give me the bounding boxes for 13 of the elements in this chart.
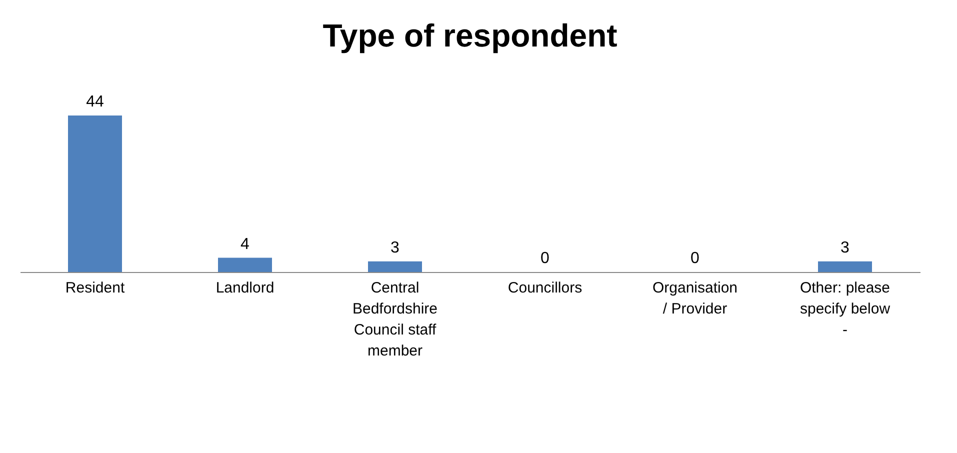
data-label: 3 — [390, 239, 400, 256]
data-label: 0 — [690, 250, 700, 267]
data-label: 0 — [540, 250, 550, 267]
data-label: 3 — [840, 239, 850, 256]
data-label: 4 — [240, 236, 250, 253]
x-tick-label: Councillors — [508, 280, 582, 296]
x-tick-label: Resident — [65, 280, 126, 296]
x-tick-label: Central Bedfordshire Council staff member — [352, 280, 438, 360]
data-label: 44 — [86, 94, 104, 111]
x-tick-label: Other: please specify below - — [800, 280, 890, 338]
x-tick-label: Organisation / Provider — [652, 280, 738, 318]
chart-title: Type of respondent — [322, 18, 618, 54]
x-tick-label: Landlord — [216, 280, 274, 296]
